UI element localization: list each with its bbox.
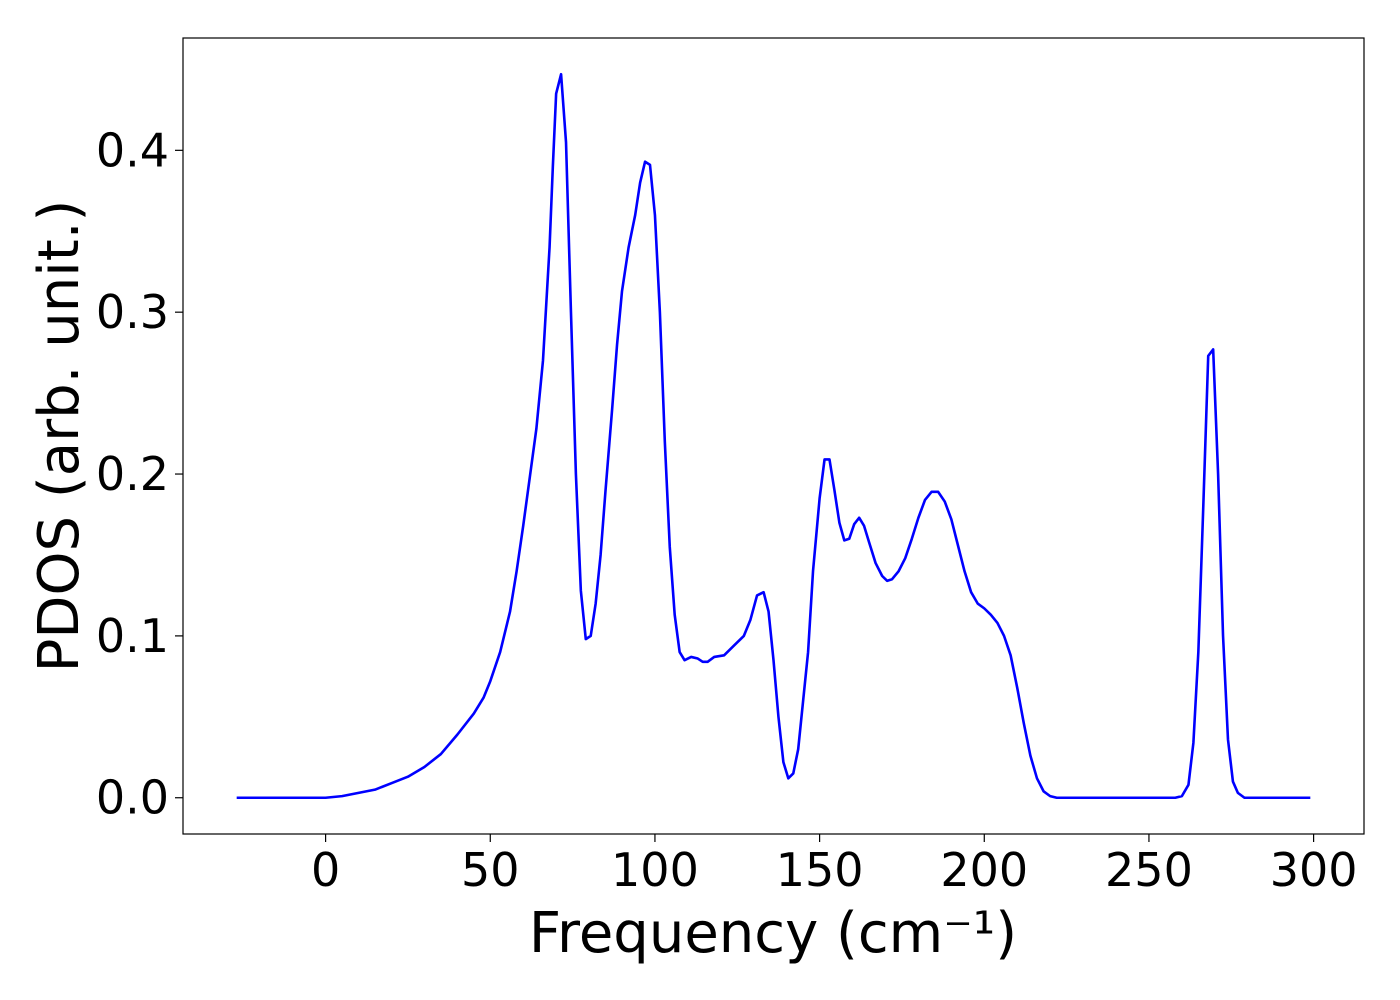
y-tick-label: 0.0 bbox=[96, 771, 169, 825]
x-axis-label: Frequency (cm⁻¹) bbox=[529, 901, 1017, 966]
plot-frame bbox=[182, 37, 1365, 835]
x-tick-label: 300 bbox=[1270, 843, 1358, 897]
x-tick-label: 250 bbox=[1105, 843, 1193, 897]
y-tick-label: 0.3 bbox=[96, 285, 169, 339]
x-tick-label: 150 bbox=[776, 843, 864, 897]
y-tick-label: 0.1 bbox=[96, 609, 169, 663]
x-tick-label: 0 bbox=[311, 843, 340, 897]
x-tick-label: 200 bbox=[940, 843, 1028, 897]
data-line bbox=[236, 72, 1311, 800]
x-tick-label: 50 bbox=[461, 843, 520, 897]
y-axis-label: PDOS (arb. unit.) bbox=[27, 200, 92, 673]
y-tick-label: 0.4 bbox=[96, 123, 169, 177]
y-tick-label: 0.2 bbox=[96, 447, 169, 501]
x-tick-label: 100 bbox=[611, 843, 699, 897]
